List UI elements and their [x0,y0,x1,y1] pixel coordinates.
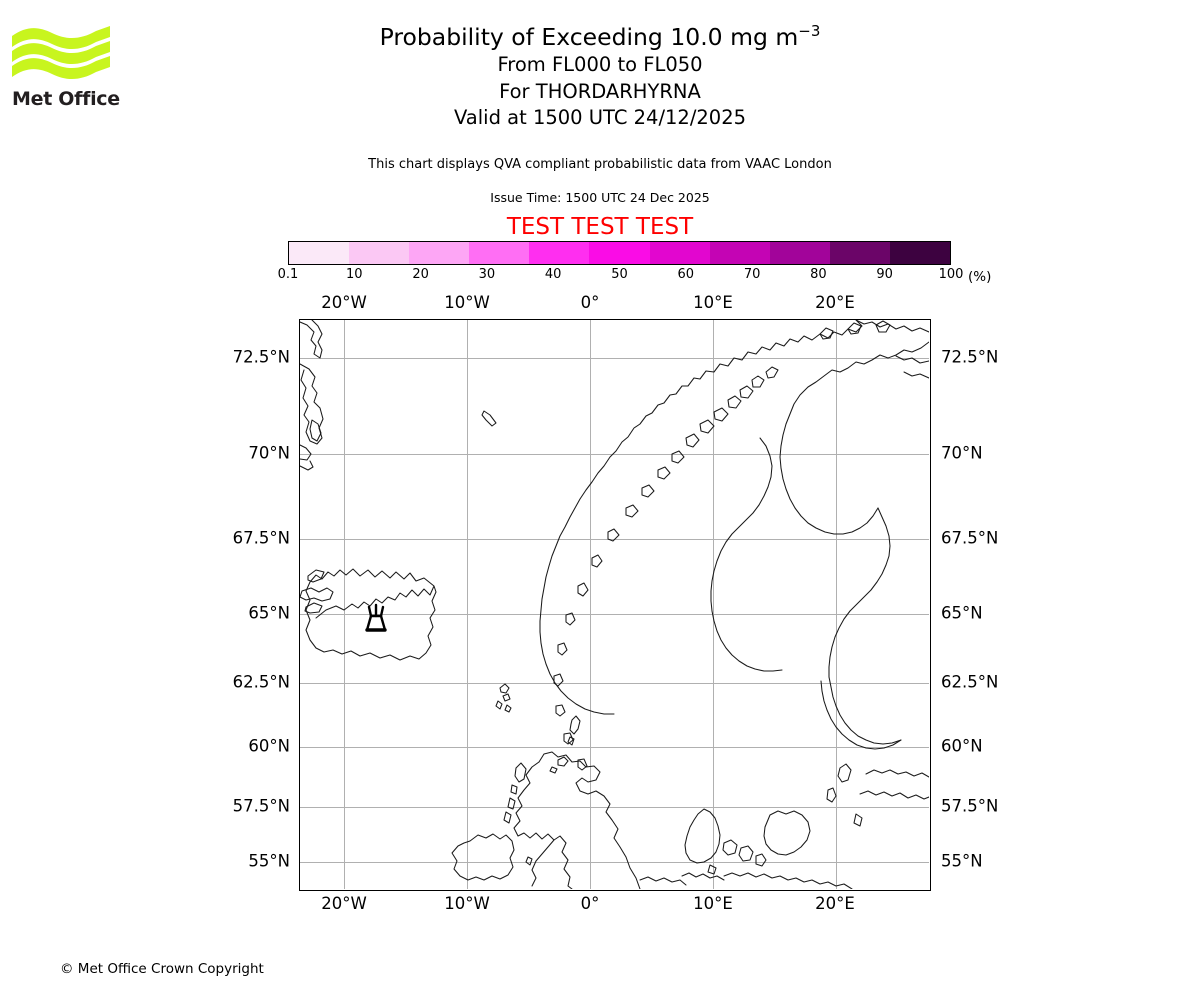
colorbar-tick-60: 60 [677,267,695,282]
coastlines [300,320,929,889]
met-office-wave-icon [12,26,110,80]
colorbar-segment-6 [649,242,710,264]
lat-tick-label: 65°N [941,603,983,623]
colorbar-tick-0.1: 0.1 [277,267,299,282]
colorbar-tick-90: 90 [876,267,893,282]
colorbar-tick-70: 70 [743,267,761,282]
colorbar [288,241,951,265]
map-graphics [300,320,929,889]
lat-tick-label: 57.5°N [232,796,290,816]
lon-tick-label: 20°E [815,894,855,913]
colorbar-segment-3 [469,242,530,264]
lat-tick-label: 72.5°N [232,347,290,367]
lat-tick-label: 60°N [941,736,983,756]
met-office-logo: Met Office [12,24,132,109]
colorbar-tick-80: 80 [810,267,827,282]
lat-tick-label: 67.5°N [941,528,999,548]
chart-subtitle-flight-levels: From FL000 to FL050 [497,53,703,76]
colorbar-segment-2 [409,242,470,264]
lat-tick-label: 60°N [248,736,290,756]
lat-tick-label: 65°N [248,603,290,623]
met-office-logo-text: Met Office [12,88,120,110]
colorbar-segment-4 [529,242,590,264]
colorbar-segment-7 [709,242,770,264]
chart-title-block: Probability of Exceeding 10.0 mg m−3 Fro… [150,22,1050,132]
lat-tick-label: 55°N [941,851,983,871]
colorbar-segment-0 [289,242,350,264]
colorbar-tick-10: 10 [346,267,363,282]
lat-tick-label: 62.5°N [232,672,290,692]
chart-title: Probability of Exceeding 10.0 mg m−3 [150,22,1050,52]
lon-tick-label: 0° [580,293,600,312]
lat-tick-label: 70°N [248,443,290,463]
lon-tick-label: 20°W [321,293,367,312]
colorbar-segments [288,241,951,265]
colorbar-segment-10 [889,242,951,264]
lat-tick-label: 55°N [248,851,290,871]
lon-tick-label: 10°W [444,894,490,913]
lon-tick-label: 20°W [321,894,367,913]
lon-tick-label: 0° [580,894,600,913]
colorbar-segment-5 [589,242,650,264]
volcano-marker-icon [365,603,387,632]
colorbar-tick-labels: 0.1 10 20 30 40 50 60 70 80 90 100 [278,267,964,287]
lon-tick-label: 10°E [693,293,733,312]
colorbar-segment-9 [829,242,890,264]
qva-note: This chart displays QVA compliant probab… [368,157,832,172]
lon-tick-label: 10°E [693,894,733,913]
lat-tick-label: 57.5°N [941,796,999,816]
colorbar-tick-50: 50 [611,267,628,282]
colorbar-tick-100: 100 [938,267,964,282]
lat-tick-label: 67.5°N [232,528,290,548]
chart-title-exponent: −3 [798,22,821,41]
chart-subtitle-volcano: For THORDARHYRNA [499,79,701,103]
colorbar-unit-label: (%) [968,269,992,285]
issue-time: Issue Time: 1500 UTC 24 Dec 2025 [490,190,710,205]
colorbar-segment-8 [769,242,830,264]
colorbar-segment-1 [349,242,410,264]
test-banner: TEST TEST TEST [506,214,694,240]
chart-title-text: Probability of Exceeding 10.0 mg m [379,23,799,51]
chart-subtitle-valid-time: Valid at 1500 UTC 24/12/2025 [453,106,747,129]
lon-tick-label: 10°W [444,293,490,312]
colorbar-tick-40: 40 [544,267,562,282]
map-plot-area [299,319,931,891]
map-gridlines [300,320,929,889]
copyright-notice: © Met Office Crown Copyright [60,961,264,977]
lon-tick-label: 20°E [815,293,855,312]
lat-tick-label: 72.5°N [941,347,999,367]
lat-tick-label: 70°N [941,443,983,463]
lat-tick-label: 62.5°N [941,672,999,692]
colorbar-tick-30: 30 [478,267,496,282]
colorbar-tick-20: 20 [412,267,429,282]
